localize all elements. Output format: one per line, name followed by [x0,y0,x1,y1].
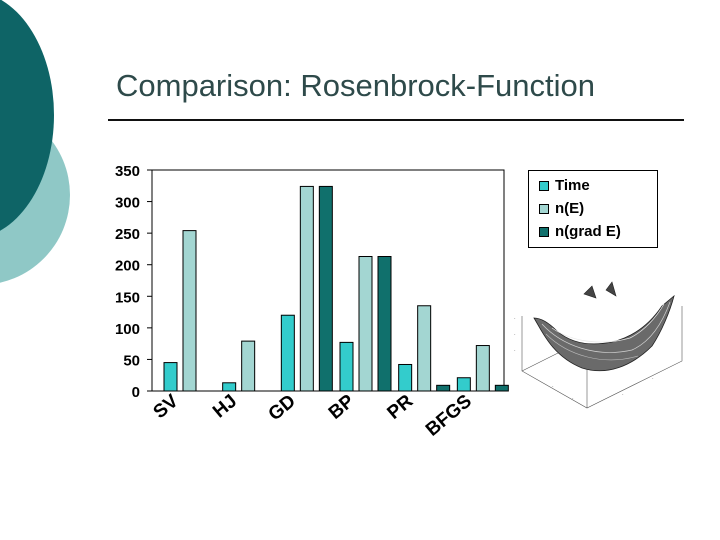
bar-gd-series-1 [299,185,314,392]
svg-text:·: · [622,392,624,398]
bar-bp-series-2 [377,256,392,392]
bar-bp-series-0 [339,341,354,392]
x-tick-label: SV [150,391,183,424]
x-tick-label: BP [325,391,359,424]
legend-label-n-e: n(E) [555,200,585,217]
y-tick-label: 300 [115,195,140,212]
svg-text:·: · [552,384,554,390]
x-tick-label: HJ [209,391,241,423]
legend-swatch-n-e [539,204,549,214]
bar-pr-series-0 [398,363,413,392]
decor-circle-dark [0,0,54,231]
bar-bp-series-1 [358,256,373,392]
x-tick-label: BFGS [422,391,476,441]
bar-sv-series-0 [163,362,178,392]
bar-gd-series-2 [318,185,333,392]
bar-hj-series-0 [222,382,237,392]
rosenbrock-surface-plot-icon: · · · · · · · [514,281,683,409]
bar-bfgs-series-2 [494,384,509,392]
legend-swatch-n-grad-e [539,227,549,237]
bar-gd-series-0 [280,314,295,392]
legend-label-n-grad-e: n(grad E) [555,223,621,240]
bar-pr-series-2 [436,384,451,392]
bar-sv-series-1 [182,230,197,392]
svg-text:·: · [572,396,574,402]
svg-text:·: · [514,332,516,338]
y-tick-label: 100 [115,321,140,338]
y-tick-label: 200 [115,258,140,275]
bar-hj-series-1 [241,340,256,392]
legend-label-time: Time [555,177,590,194]
chart-legend: Time n(E) n(grad E) [528,170,658,248]
bar-pr-series-1 [417,305,432,392]
y-tick-label: 150 [115,289,140,306]
y-tick-label: 0 [132,384,140,401]
x-tick-label: GD [265,391,300,425]
legend-swatch-time [539,181,549,191]
svg-text:·: · [514,316,516,322]
y-tick-label: 250 [115,226,140,243]
svg-text:·: · [652,376,654,382]
y-tick-label: 350 [115,163,140,180]
y-tick-label: 50 [123,352,140,369]
bar-bfgs-series-1 [475,345,490,392]
title-divider [108,119,684,121]
slide-title: Comparison: Rosenbrock-Function [116,68,595,103]
x-tick-label: PR [383,391,417,424]
svg-text:·: · [514,348,516,354]
bar-bfgs-series-0 [456,377,471,392]
